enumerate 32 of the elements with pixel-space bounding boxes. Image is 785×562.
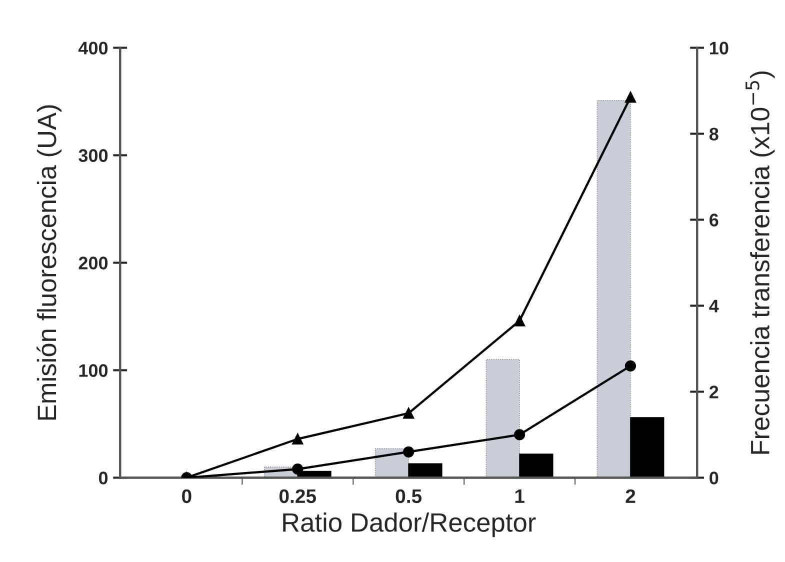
- x-axis-title: Ratio Dador/Receptor: [283, 512, 536, 538]
- y2-tick-label: 2: [710, 386, 718, 398]
- y-axis-title: Emisión fluorescencia (UA): [36, 105, 62, 420]
- bar: [486, 359, 520, 478]
- point: [514, 429, 526, 440]
- y2-tick-label: 6: [710, 214, 718, 226]
- x-tick-label: 0.5: [396, 489, 422, 504]
- y2-axis-title: Frecuencia transferencia (x10$^{−5}$): [746, 71, 775, 454]
- point: [403, 408, 414, 419]
- point: [514, 315, 526, 326]
- point: [403, 446, 414, 458]
- y2-tick-label: 0: [710, 472, 718, 484]
- y-tick-label: 200: [78, 256, 108, 270]
- bar: [630, 417, 664, 478]
- y-tick-label: 300: [78, 149, 108, 162]
- y2-tick-label: 4: [709, 300, 719, 312]
- bar: [519, 454, 554, 478]
- y-tick-label: 400: [78, 42, 108, 54]
- y-tick-label: 0: [98, 472, 108, 484]
- bar: [408, 463, 442, 478]
- y2-tick-label: 10: [710, 42, 728, 54]
- x-tick-label: 0.25: [279, 489, 316, 504]
- bar: [596, 100, 631, 478]
- x-tick-label: 0: [182, 489, 192, 504]
- x-tick-label: 2: [626, 489, 636, 503]
- point: [624, 92, 636, 103]
- x-tick-label: 1: [515, 490, 524, 503]
- y2-tick-label: 8: [709, 128, 718, 140]
- point: [292, 464, 304, 475]
- point: [292, 433, 304, 445]
- y-tick-label: 100: [79, 364, 108, 377]
- point: [624, 360, 636, 372]
